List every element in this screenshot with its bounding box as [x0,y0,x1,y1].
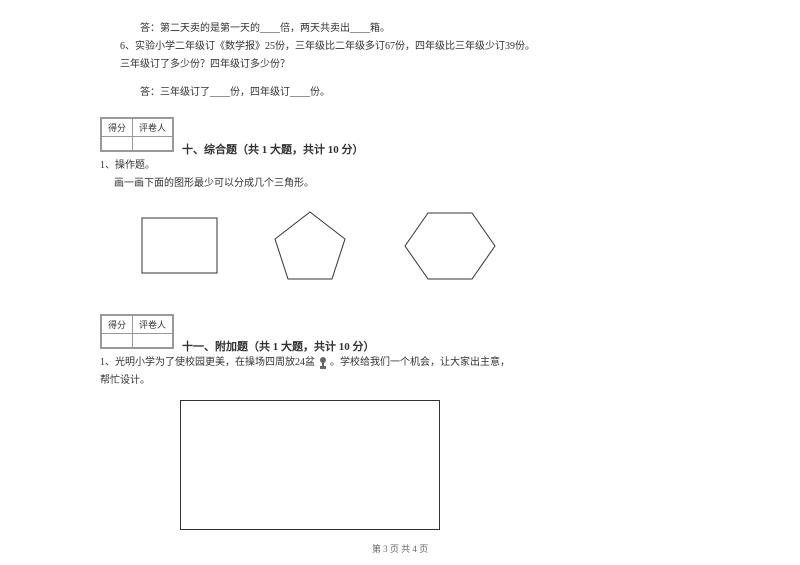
q6-answer-line: 答：三年级订了____份，四年级订____份。 [100,84,700,102]
grader-cell [133,334,173,348]
section-11-title: 十一、附加题（共 1 大题，共计 10 分） [182,338,375,354]
q1-part2: 。学校给我们一个机会，让大家出主意， [330,357,510,368]
grader-cell [133,137,173,151]
q1-part1: 1、光明小学为了使校园更美，在操场四周放24盆 [100,357,315,368]
q6-line2: 三年级订了多少份？四年级订多少份？ [100,56,700,74]
score-cell [102,137,133,151]
design-box [180,400,440,530]
section-10-title: 十、综合题（共 1 大题，共计 10 分） [182,141,364,157]
section-10-header: 得分 评卷人 十、综合题（共 1 大题，共计 10 分） [100,102,700,157]
shapes-row [100,208,700,284]
hexagon-shape [400,208,500,284]
grader-label: 评卷人 [133,119,173,137]
section-10-q1: 1、操作题。 [100,157,700,175]
q5-answer-line: 答：第二天卖的是第一天的____倍，两天共卖出____箱。 [100,20,700,38]
score-box-11: 得分 评卷人 [100,314,174,349]
flower-pot-icon [318,356,328,370]
score-cell [102,334,133,348]
pentagon-shape [270,209,350,284]
section-11-q1-line1: 1、光明小学为了使校园更美，在操场四周放24盆 。学校给我们一个机会，让大家出主… [100,354,700,372]
section-11-header: 得分 评卷人 十一、附加题（共 1 大题，共计 10 分） [100,299,700,354]
section-11-q1-line2: 帮忙设计。 [100,372,700,390]
square-shape [140,216,220,276]
score-label: 得分 [102,119,133,137]
grader-label: 评卷人 [133,316,173,334]
page-footer: 第 3 页 共 4 页 [0,542,800,555]
q6-line1: 6、实验小学二年级订《数学报》25份，三年级比二年级多订67份，四年级比三年级少… [100,38,700,56]
section-10-q1-sub: 画一画下面的图形最少可以分成几个三角形。 [100,175,700,193]
score-label: 得分 [102,316,133,334]
score-box-10: 得分 评卷人 [100,117,174,152]
